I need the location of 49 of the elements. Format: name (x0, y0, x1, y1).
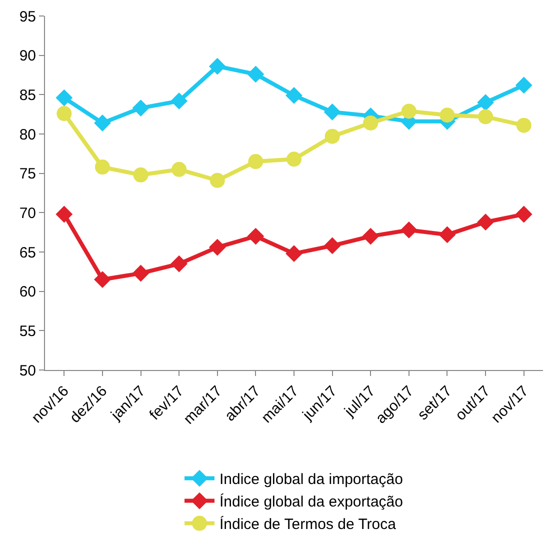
point (56, 89, 73, 106)
point (363, 115, 378, 130)
point (247, 228, 264, 245)
point (248, 154, 264, 170)
point (94, 114, 111, 132)
legend-label: Índice global da exportação (220, 492, 403, 511)
point (208, 238, 226, 256)
point (478, 109, 494, 124)
point (516, 118, 532, 133)
point (172, 162, 187, 177)
point (477, 94, 494, 111)
point (324, 237, 341, 254)
point (210, 172, 225, 188)
point (132, 100, 150, 116)
point (440, 108, 455, 123)
y-tick-label: 75 (19, 166, 36, 183)
point (132, 264, 150, 282)
point (515, 206, 532, 223)
point (515, 76, 532, 94)
point (286, 152, 302, 167)
point (477, 214, 494, 231)
point (94, 160, 110, 175)
y-tick-label: 65 (19, 244, 36, 262)
point (133, 167, 148, 182)
y-tick-label: 60 (19, 284, 36, 301)
point (94, 271, 111, 288)
point (286, 87, 302, 104)
point (362, 228, 380, 245)
point (286, 245, 302, 262)
point (400, 222, 418, 238)
point (438, 226, 456, 244)
point (208, 58, 226, 75)
point (324, 104, 341, 120)
y-tick-label: 70 (19, 204, 36, 222)
y-tick-label: 55 (19, 322, 36, 340)
point (170, 255, 188, 272)
y-tick-label: 95 (19, 8, 36, 26)
point (324, 128, 340, 144)
legend-label: Indice global da importação (220, 471, 403, 488)
legend-label: Índice de Termos de Troca (220, 515, 397, 534)
point (170, 92, 188, 110)
point (56, 106, 72, 122)
y-tick-label: 50 (19, 362, 36, 380)
y-tick-label: 85 (19, 86, 36, 104)
y-tick-label: 80 (19, 126, 36, 144)
y-tick-label: 90 (19, 48, 36, 65)
point (56, 206, 73, 223)
point (247, 66, 264, 83)
point (401, 104, 416, 119)
